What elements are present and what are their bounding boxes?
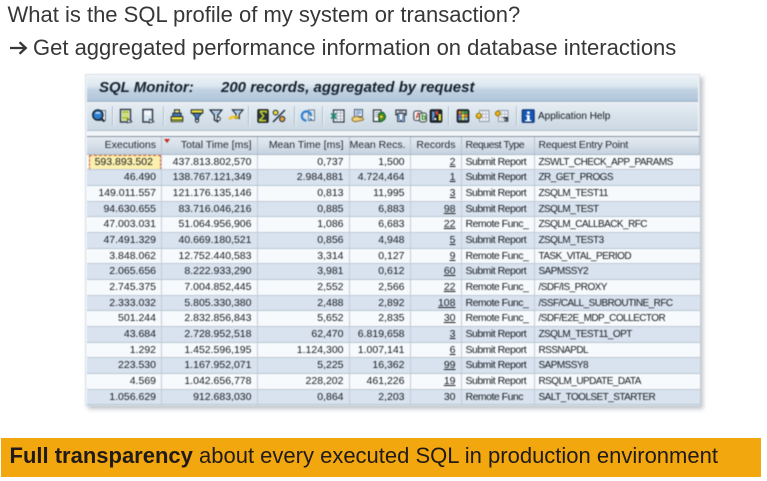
svg-text:A: A (415, 111, 421, 120)
svg-text:b: b (421, 113, 426, 122)
